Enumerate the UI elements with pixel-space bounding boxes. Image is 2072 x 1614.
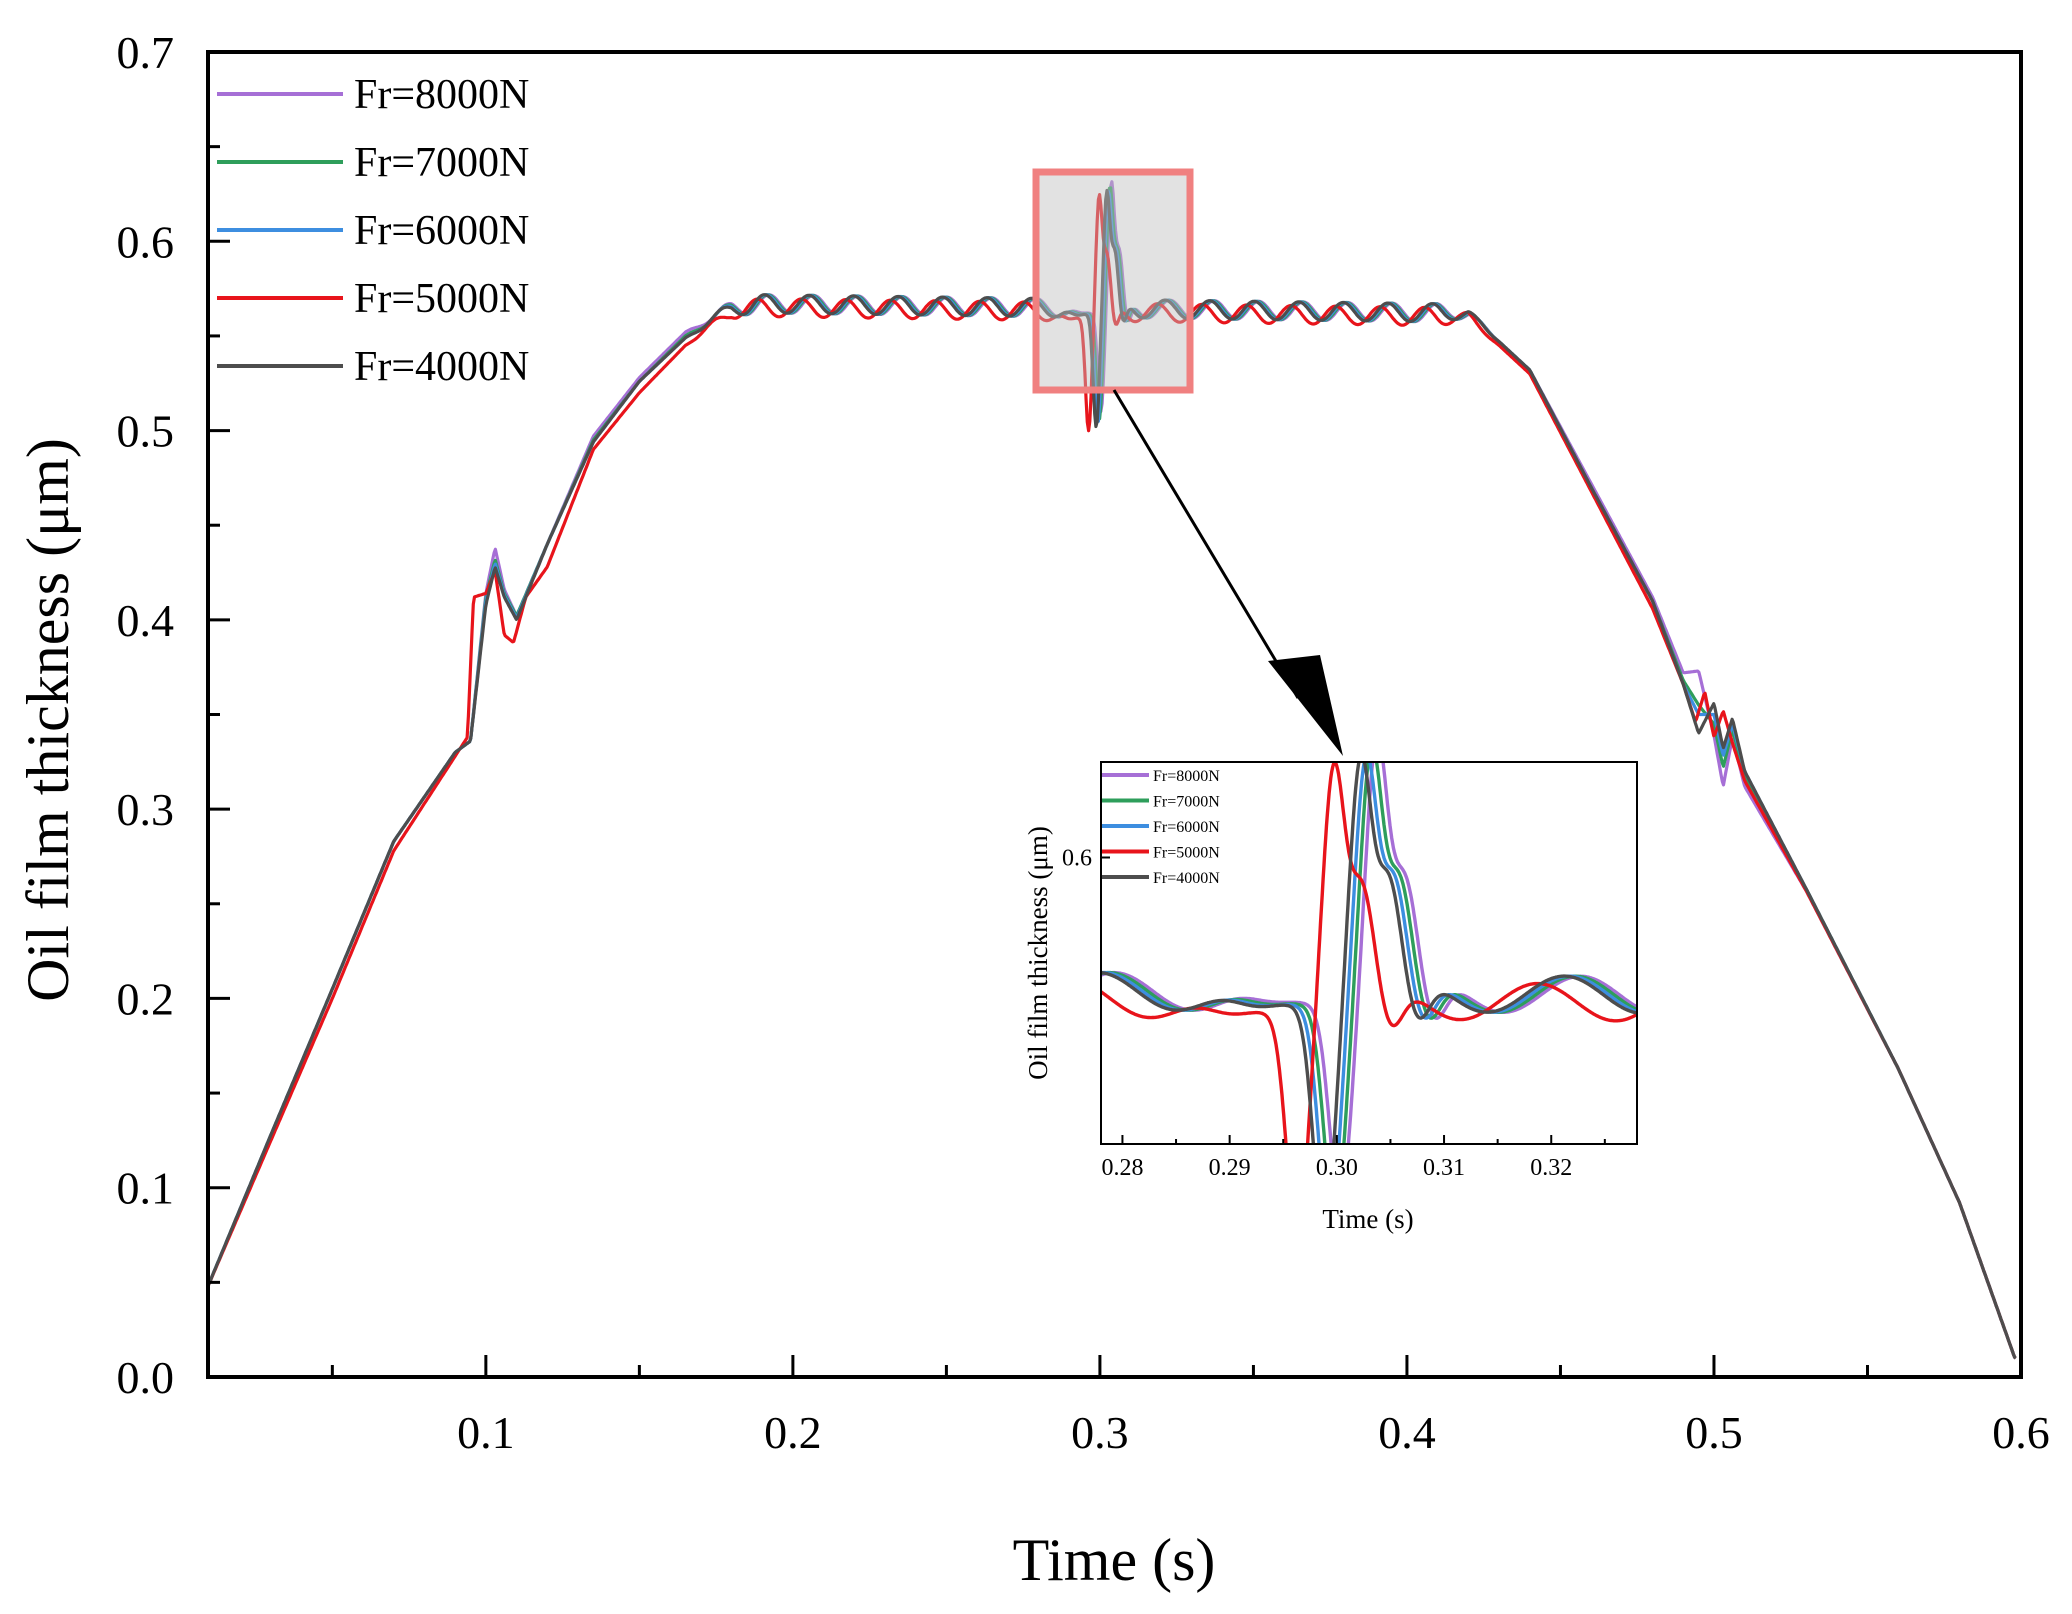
main-legend-label: Fr=6000N bbox=[354, 208, 529, 254]
main-x-axis-label: Time (s) bbox=[1013, 1527, 1216, 1593]
main-legend-label: Fr=7000N bbox=[354, 140, 529, 186]
inset-x-axis: 0.28 0.29 0.30 0.31 0.32 bbox=[1101, 1135, 1606, 1181]
main-x-tick-label: 0.4 bbox=[1378, 1407, 1436, 1458]
inset-y-axis-label: Oil film thickness (μm) bbox=[1023, 826, 1053, 1080]
inset-y-tick-label: 0.6 bbox=[1062, 846, 1092, 872]
main-x-axis: 0.1 0.2 0.3 0.4 0.5 0.6 bbox=[330, 1355, 2050, 1458]
main-y-tick-label: 0.2 bbox=[117, 973, 175, 1024]
main-series-group bbox=[206, 180, 2017, 1360]
main-y-tick-label: 0.3 bbox=[117, 784, 175, 835]
main-series-line-fr4000n bbox=[206, 188, 2017, 1360]
inset-plot: 0.28 0.29 0.30 0.31 0.32 0.6 Time (s) Oil fi… bbox=[1023, 761, 1638, 1234]
inset-x-axis-label: Time (s) bbox=[1322, 1204, 1413, 1234]
zoom-arrow-head bbox=[1268, 655, 1343, 756]
main-legend-label: Fr=5000N bbox=[354, 276, 529, 322]
main-y-tick-label: 0.7 bbox=[117, 27, 175, 78]
inset-legend-label: Fr=6000N bbox=[1153, 819, 1220, 836]
inset-legend-label: Fr=7000N bbox=[1153, 794, 1220, 811]
main-y-axis: 0.0 0.1 0.2 0.3 0.4 0.5 0.6 0.7 bbox=[117, 27, 230, 1403]
main-x-tick-label: 0.5 bbox=[1685, 1407, 1743, 1458]
main-y-tick-label: 0.1 bbox=[117, 1163, 175, 1214]
main-y-tick-label: 0.5 bbox=[117, 406, 175, 457]
inset-x-tick-label: 0.28 bbox=[1101, 1155, 1143, 1181]
inset-x-tick-label: 0.31 bbox=[1423, 1155, 1465, 1181]
inset-legend-label: Fr=4000N bbox=[1153, 870, 1220, 887]
main-x-tick-label: 0.6 bbox=[1992, 1407, 2050, 1458]
main-x-tick-label: 0.3 bbox=[1071, 1407, 1129, 1458]
inset-legend-label: Fr=8000N bbox=[1153, 768, 1220, 785]
inset-legend-label: Fr=5000N bbox=[1153, 845, 1220, 862]
main-x-tick-label: 0.1 bbox=[457, 1407, 515, 1458]
inset-series-line-fr4000n bbox=[1101, 762, 1637, 1144]
inset-x-tick-label: 0.29 bbox=[1209, 1155, 1251, 1181]
zoom-arrow-line bbox=[1112, 389, 1300, 699]
main-series-line-fr5000n bbox=[206, 193, 2017, 1360]
inset-x-tick-label: 0.32 bbox=[1530, 1155, 1572, 1181]
inset-x-tick-label: 0.30 bbox=[1316, 1155, 1358, 1181]
main-y-tick-label: 0.4 bbox=[117, 595, 175, 646]
inset-series-group bbox=[1101, 762, 1637, 1144]
inset-y-axis: 0.6 bbox=[1062, 846, 1110, 872]
main-x-tick-label: 0.2 bbox=[764, 1407, 822, 1458]
zoom-highlight-box bbox=[1032, 168, 1194, 394]
main-legend: Fr=8000N Fr=7000N Fr=6000N Fr=5000N Fr=4000N bbox=[217, 72, 529, 390]
main-legend-label: Fr=8000N bbox=[354, 72, 529, 118]
main-y-tick-label: 0.0 bbox=[117, 1352, 175, 1403]
inset-plot-frame bbox=[1100, 761, 1638, 1145]
main-y-tick-label: 0.6 bbox=[117, 216, 175, 267]
inset-legend: Fr=8000N Fr=7000N Fr=6000N Fr=5000N Fr=4000N bbox=[1102, 768, 1220, 887]
main-legend-label: Fr=4000N bbox=[354, 344, 529, 390]
main-y-axis-label: Oil film thickness (μm) bbox=[15, 438, 81, 1002]
main-plot: 0.1 0.2 0.3 0.4 0.5 0.6 0.0 0.1 0.2 0.3 0.4 0.5 0.6… bbox=[15, 27, 2050, 1593]
